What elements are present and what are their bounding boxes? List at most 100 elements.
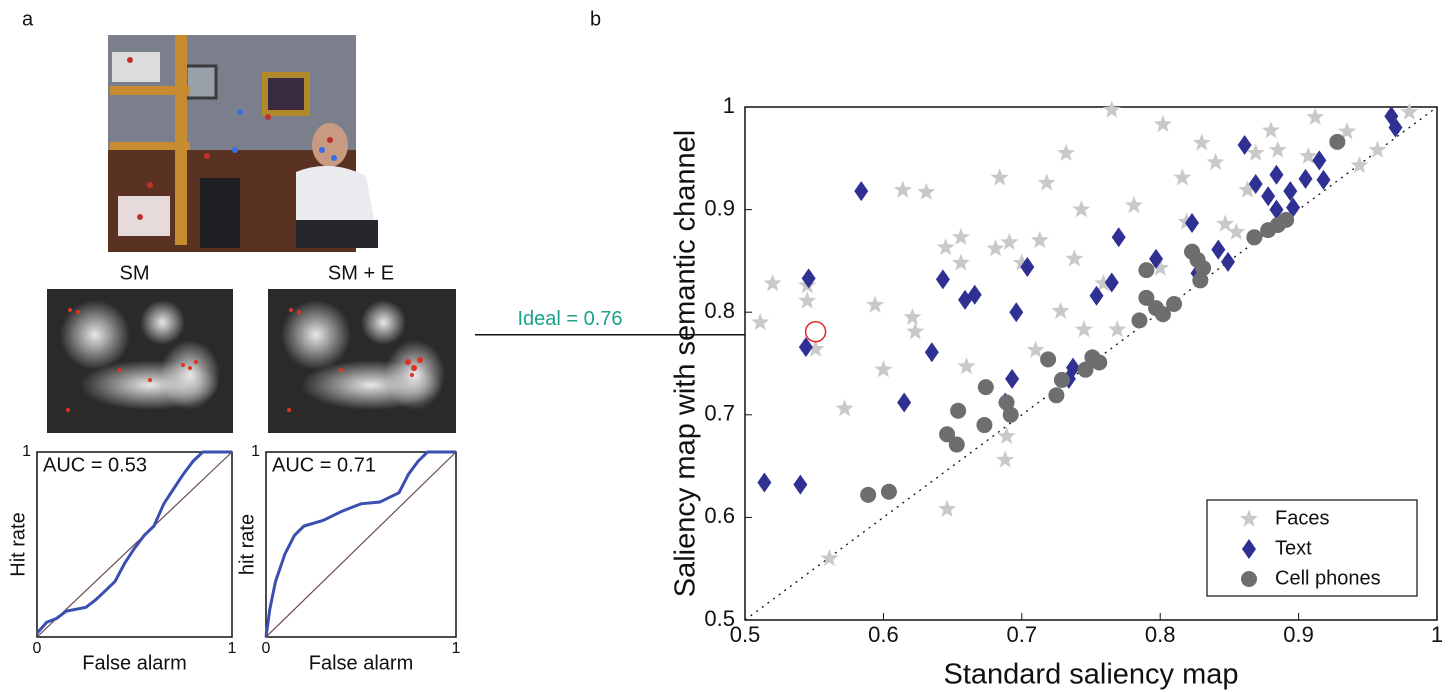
- diamond-marker: [897, 392, 912, 413]
- x-tick-label: 0.9: [1283, 622, 1314, 647]
- star-marker: [1102, 100, 1121, 118]
- star-marker: [906, 322, 925, 340]
- star-marker: [951, 227, 970, 245]
- star-marker: [806, 339, 825, 357]
- legend-label: Cell phones: [1275, 567, 1381, 589]
- circle-marker: [1329, 133, 1346, 150]
- y-axis-label: Hit rate: [7, 512, 29, 576]
- x-tick-label: 1: [452, 640, 461, 657]
- star-marker: [1108, 320, 1127, 338]
- star-marker: [1075, 320, 1094, 338]
- circle-marker: [948, 436, 965, 453]
- y-tick-label: 0.7: [704, 401, 735, 426]
- star-marker: [1051, 301, 1070, 319]
- x-axis-label: False alarm: [309, 652, 413, 674]
- diamond-marker: [1149, 248, 1164, 269]
- diamond-marker: [1283, 181, 1298, 202]
- star-marker: [1065, 249, 1084, 267]
- circle-marker: [1138, 262, 1155, 279]
- chart-title: SM: [120, 262, 150, 284]
- panel-label: b: [590, 8, 601, 30]
- y-tick-label: 0.5: [704, 606, 735, 631]
- annotation: Ideal = 0.76: [517, 308, 622, 330]
- diamond-marker: [1312, 150, 1327, 171]
- star-marker: [1072, 200, 1091, 218]
- star-marker: [835, 399, 854, 417]
- star-marker: [1192, 133, 1211, 151]
- circle-marker: [1040, 351, 1057, 368]
- circle-marker: [1195, 260, 1212, 277]
- diamond-marker: [1066, 357, 1081, 378]
- circle-marker: [1053, 371, 1070, 388]
- star-marker: [957, 357, 976, 375]
- y-axis-label: Saliency map with semantic channel: [670, 130, 702, 597]
- star-marker: [866, 295, 885, 313]
- star-marker: [893, 180, 912, 198]
- y-tick-label: 1: [251, 443, 260, 460]
- diamond-marker: [1242, 539, 1256, 559]
- star-marker: [1227, 222, 1246, 240]
- diamond-marker: [924, 342, 939, 363]
- star-marker: [1206, 152, 1225, 171]
- saliency-map: [47, 289, 233, 433]
- x-tick-label: 0.6: [868, 622, 899, 647]
- diamond-marker: [967, 284, 982, 305]
- diamond-marker: [1237, 134, 1252, 155]
- diamond-marker: [1248, 173, 1263, 194]
- circle-marker: [1278, 211, 1295, 228]
- diagonal: [36, 451, 233, 638]
- highlight-circle: [804, 320, 827, 343]
- star-marker: [874, 360, 893, 378]
- diamond-marker: [1316, 169, 1331, 190]
- star-marker: [1000, 232, 1019, 251]
- star-marker: [1299, 146, 1318, 164]
- x-tick-label: 1: [228, 640, 237, 657]
- panel-label: a: [22, 8, 34, 30]
- diamond-marker: [1269, 164, 1284, 185]
- star-marker: [997, 426, 1016, 444]
- circle-marker: [1002, 406, 1019, 423]
- roc-curve: [264, 450, 456, 638]
- diamond-marker: [1104, 272, 1119, 293]
- x-tick-label: 0.8: [1145, 622, 1176, 647]
- star-marker: [1037, 173, 1056, 191]
- star-marker: [1173, 168, 1192, 186]
- circle-marker: [1091, 354, 1108, 371]
- y-tick-label: 0.6: [704, 503, 735, 528]
- star-marker: [820, 548, 839, 567]
- diamond-marker: [1111, 227, 1126, 248]
- star-marker: [1216, 214, 1235, 232]
- star-marker: [1057, 143, 1076, 161]
- star-marker: [1350, 156, 1369, 174]
- diamond-marker: [1286, 197, 1301, 218]
- diamond-marker: [854, 181, 869, 202]
- circle-marker: [976, 417, 993, 434]
- circle-marker: [1138, 289, 1155, 306]
- star-marker: [798, 291, 817, 309]
- star-marker: [1094, 274, 1113, 292]
- circle-marker: [998, 394, 1015, 411]
- circle-marker: [977, 379, 994, 396]
- star-marker: [936, 238, 955, 256]
- annotation: AUC = 0.53: [43, 454, 147, 476]
- circle-marker: [1166, 295, 1183, 312]
- y-tick-label: 1: [723, 93, 735, 118]
- diamond-marker: [1185, 212, 1200, 233]
- x-tick-label: 0: [33, 640, 42, 657]
- x-tick-label: 0.5: [730, 622, 761, 647]
- circle-marker: [1154, 306, 1171, 323]
- x-tick-label: 1: [1431, 622, 1443, 647]
- diagonal: [265, 451, 457, 638]
- star-marker: [1261, 121, 1280, 139]
- circle-marker: [939, 426, 956, 443]
- chart-title: SM + E: [328, 262, 394, 284]
- star-marker: [1338, 122, 1357, 140]
- diamond-marker: [793, 474, 808, 495]
- star-marker: [1240, 509, 1258, 527]
- star-marker: [1153, 114, 1172, 133]
- y-axis-label: hit rate: [236, 514, 258, 575]
- diamond-marker: [935, 269, 950, 290]
- star-marker: [1030, 230, 1049, 249]
- star-marker: [1151, 258, 1170, 276]
- diamond-marker: [1261, 186, 1276, 207]
